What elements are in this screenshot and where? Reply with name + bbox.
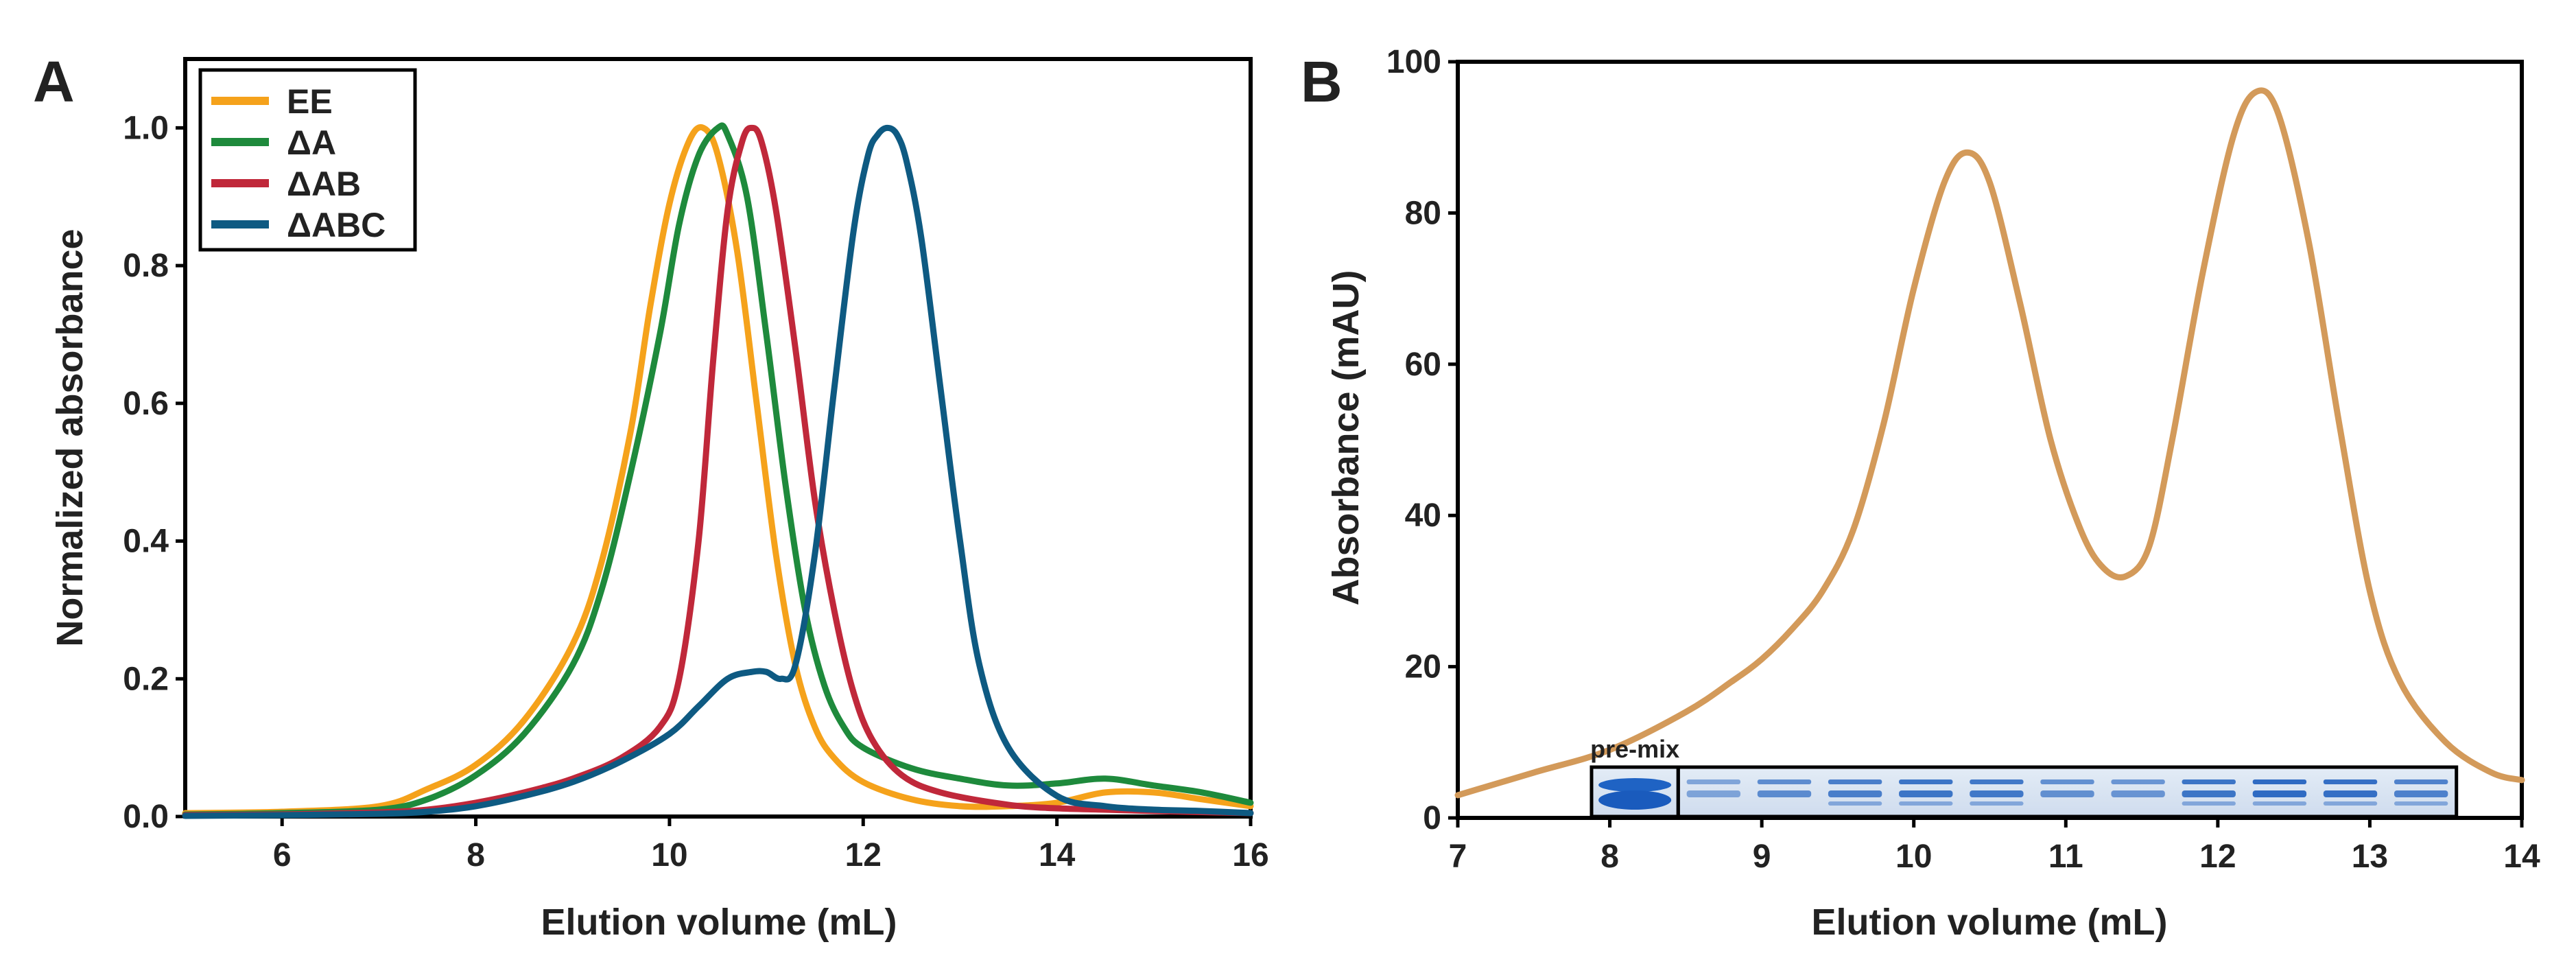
panel-a-y-tick-label: 1.0 — [123, 110, 169, 146]
panel-a-x-tick-label: 10 — [651, 837, 687, 873]
panel-b-x-tick-label: 14 — [2503, 838, 2540, 875]
panel-a-series-line-4 — [182, 124, 1254, 819]
gel-band — [2323, 779, 2378, 784]
panel-a-x-tick-label: 6 — [273, 837, 292, 873]
gel-band — [2111, 779, 2165, 784]
gel-band — [1598, 778, 1672, 792]
panel-a-letter: A — [33, 49, 75, 114]
gel-band — [1899, 801, 1953, 806]
panel-a-x-tick-label: 8 — [466, 837, 485, 873]
gel-band — [2323, 801, 2378, 806]
gel-lanes — [1590, 765, 2459, 819]
panel-b-y-tick-label: 0 — [1423, 800, 1441, 836]
gel-band — [2040, 790, 2094, 797]
panel-b-chart: 0 20 40 60 80 100 7 8 9 10 11 12 13 14 pre-mix Eluti… — [1325, 44, 2540, 943]
gel-band — [2040, 779, 2094, 784]
panel-b-x-tick-label: 9 — [1753, 838, 1771, 875]
panel-b-x-tick-label: 11 — [2048, 838, 2083, 875]
gel-band — [1686, 790, 1741, 797]
gel-band — [1598, 790, 1672, 810]
legend-label: ΔABC — [287, 206, 386, 244]
panel-b-series-line-1 — [1454, 87, 2525, 799]
panel-b-y-ticks: 0 20 40 60 80 100 — [1386, 44, 1458, 836]
panel-b-y-tick-label: 40 — [1405, 497, 1441, 534]
panel-b-x-tick-label: 12 — [2199, 838, 2236, 875]
gel-band — [1970, 790, 2024, 797]
panel-b-y-tick-label: 100 — [1386, 44, 1441, 80]
panel-b-x-tick-label: 7 — [1449, 838, 1467, 875]
panel-a-y-tick-label: 0.8 — [123, 248, 169, 284]
panel-a-chart: 0.0 0.2 0.4 0.6 0.8 1.0 6 8 10 12 14 16 Elution vo… — [49, 57, 1269, 943]
panel-b-y-tick-label: 80 — [1405, 195, 1441, 231]
gel-band — [1970, 779, 2024, 784]
panel-a-y-tick-label: 0.0 — [123, 799, 169, 835]
legend-label: ΔA — [287, 124, 336, 162]
panel-a-y-tick-label: 0.2 — [123, 661, 169, 697]
panel-a-x-tick-label: 14 — [1039, 837, 1076, 873]
gel-band — [1828, 790, 1882, 797]
panel-b-y-tick-label: 60 — [1405, 347, 1441, 383]
panel-a-x-tick-label: 12 — [845, 837, 882, 873]
gel-band — [1757, 779, 1812, 784]
gel-band — [2182, 801, 2236, 806]
gel-band — [1970, 801, 2024, 806]
panel-b-letter: B — [1301, 49, 1343, 114]
gel-band — [2394, 790, 2448, 797]
gel-band — [2111, 790, 2165, 797]
gel-band — [2182, 779, 2236, 784]
gel-band — [2252, 801, 2307, 806]
panel-b-x-tick-label: 8 — [1600, 838, 1619, 875]
gel-band — [1686, 779, 1741, 784]
panel-b-x-ticks: 7 8 9 10 11 12 13 14 — [1449, 818, 2540, 875]
panel-a-y-ticks: 0.0 0.2 0.4 0.6 0.8 1.0 — [123, 110, 185, 835]
gel-band — [2252, 779, 2307, 784]
panel-a-series-line-3 — [182, 124, 1254, 819]
gel-band — [2252, 790, 2307, 797]
legend-label: ΔAB — [287, 165, 361, 203]
panel-a-plot-frame — [183, 57, 1253, 819]
panel-a-series-lines — [182, 122, 1254, 819]
panel-b-series-lines — [1454, 87, 2525, 799]
panel-b-x-tick-label: 13 — [2352, 838, 2388, 875]
gel-fractions-frame — [1676, 765, 2459, 819]
gel-band — [1899, 790, 1953, 797]
panel-a-y-tick-label: 0.6 — [123, 386, 169, 422]
gel-band — [1828, 779, 1882, 784]
panel-b-x-tick-label: 10 — [1895, 838, 1932, 875]
panel-b-y-axis-title: Absorbance (mAU) — [1325, 270, 1367, 605]
panel-b-y-tick-label: 20 — [1405, 649, 1441, 685]
gel-inset: pre-mix — [1590, 735, 2459, 819]
gel-band — [2323, 790, 2378, 797]
legend-label: EE — [287, 82, 333, 121]
gel-band — [2394, 779, 2448, 784]
panel-a-x-axis-title: Elution volume (mL) — [541, 902, 897, 943]
gel-premix-label: pre-mix — [1590, 735, 1679, 763]
gel-band — [2182, 790, 2236, 797]
panel-a-x-ticks: 6 8 10 12 14 16 — [273, 817, 1269, 873]
gel-band — [1757, 790, 1812, 797]
gel-band — [1899, 779, 1953, 784]
gel-band — [1828, 801, 1882, 806]
panel-b-x-axis-title: Elution volume (mL) — [1812, 902, 2168, 943]
panel-a-y-axis-title: Normalized absorbance — [49, 228, 91, 646]
panel-a-x-tick-label: 16 — [1232, 837, 1268, 873]
gel-band — [2394, 801, 2448, 806]
panel-a-y-tick-label: 0.4 — [123, 524, 169, 560]
